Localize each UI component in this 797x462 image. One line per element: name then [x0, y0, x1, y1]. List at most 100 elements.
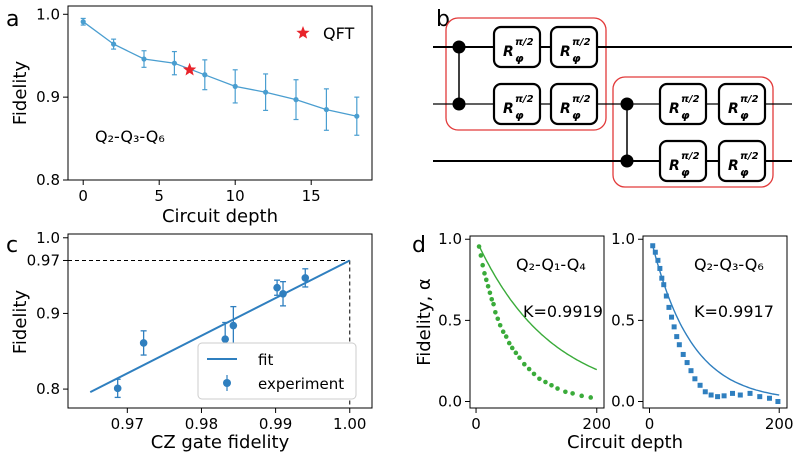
panel-d-right-point	[757, 394, 763, 400]
rotation-gate-box	[492, 25, 542, 69]
panel-d-right-point	[669, 314, 675, 320]
panel-d-right-point	[747, 390, 753, 396]
cz-gate-2-control-top	[620, 97, 634, 111]
panel-d-label: d	[412, 233, 426, 258]
panel-c-point	[279, 289, 287, 298]
panel-d-xlabel: Circuit depth	[567, 432, 683, 453]
panel-d-left-point	[509, 345, 515, 351]
rotation-gate-label: R	[560, 101, 571, 117]
panel-d-right-point	[650, 243, 656, 249]
panel-d-left-ytick-label: 0.5	[438, 311, 462, 329]
panel-a-ticks: 0 5 10 15 0.8 0.9 1.0	[36, 5, 321, 205]
rotation-gate-sub: φ	[515, 109, 524, 122]
panel-a-xtick-label: 5	[154, 187, 164, 205]
panel-d-right-point	[708, 392, 714, 398]
panel-d-left-point	[480, 262, 485, 268]
panel-d-right-points	[650, 243, 781, 405]
panel-d-left-point	[537, 376, 542, 382]
rotation-gate-box	[717, 139, 767, 183]
panel-d-right-point	[692, 376, 698, 382]
panel-d-right-point	[702, 389, 708, 395]
panel-c-frame	[67, 233, 373, 409]
panel-d-ylabel: Fidelity, α	[414, 278, 435, 366]
panel-d-right-point	[680, 351, 686, 357]
panel-d-left-point	[495, 316, 501, 322]
panel-c-xtick-label: 0.99	[259, 415, 292, 433]
panel-d-right-fit-curve	[652, 245, 780, 396]
panel-a-xtick-label: 0	[78, 187, 88, 205]
rotation-gate-sup: π/2	[572, 94, 591, 105]
panel-a-frame	[67, 5, 373, 181]
panel-a-ytick-label: 0.8	[36, 171, 60, 189]
rotation-gate-box	[549, 82, 599, 126]
rotation-gate-sup: π/2	[740, 151, 759, 162]
panel-d-left-points	[476, 244, 594, 400]
panel-d-left-annotation: Q₂-Q₁-Q₄	[516, 255, 586, 274]
rotation-gate-box	[717, 82, 767, 126]
panel-a: a 0 5 10 15 0.8 0.9 1.0 QFT Q₂-Q₃-Q₆ Circuit d…	[6, 5, 373, 227]
panel-d-left-point	[487, 290, 493, 296]
block-1-box	[445, 17, 607, 131]
panel-d-right-xtick-label: 0	[645, 415, 655, 433]
panel-d-right-point	[688, 368, 694, 374]
panel-d-right-frame	[642, 235, 788, 409]
rotation-gate-sup: π/2	[515, 94, 534, 105]
panel-d-left-point	[513, 350, 519, 356]
panel-c-point	[301, 274, 310, 282]
panel-d-left-point	[555, 386, 560, 391]
rotation-gate-box	[658, 82, 708, 126]
panel-b-label: b	[436, 7, 450, 32]
panel-d-left-frame	[469, 235, 605, 409]
panel-a-ylabel: Fidelity	[10, 61, 31, 126]
panel-d-left-ytick-label: 0.0	[438, 393, 462, 411]
panel-a-ytick-label: 1.0	[36, 5, 60, 23]
panel-d-left-point	[579, 393, 584, 399]
panel-c-ytick-label: 0.9	[36, 304, 60, 322]
panel-d-left-point	[482, 271, 487, 276]
panel-d-left-xtick-label: 0	[471, 415, 481, 433]
panel-d-right-point	[652, 249, 658, 255]
panel-a-legend-label: QFT	[323, 24, 355, 43]
panel-d-right-point	[676, 342, 682, 348]
panel-a-point	[80, 19, 86, 25]
panel-c-ticks: 0.97 0.98 0.99 1.00 0.8 0.9 1.0	[36, 229, 366, 433]
panel-d-left-point	[543, 379, 548, 385]
panel-d-right-point	[775, 399, 781, 405]
rotation-gate-sub: φ	[572, 52, 581, 65]
rotation-gate-sup: π/2	[681, 151, 700, 162]
panel-d-left-fit-curve	[478, 245, 598, 371]
panel-d-left-ticks: 0 200 0.0 0.5 1.0	[438, 230, 611, 433]
panel-d-right-annotation: Q₂-Q₃-Q₆	[694, 255, 764, 274]
panel-d-right-point	[671, 324, 677, 330]
panel-c-ytick-label: 0.8	[36, 380, 60, 398]
rotation-gate-sub: φ	[681, 109, 690, 122]
panel-d-left-point	[531, 371, 537, 377]
panel-c-label: c	[6, 233, 18, 258]
panel-c: c 0.97 0.98 0.99 1.00 0.8 0.9 1.0 0.97 fit exp…	[6, 229, 373, 453]
panel-a-annotation: Q₂-Q₃-Q₆	[95, 127, 165, 146]
panel-d-right-point	[697, 382, 703, 388]
rotation-gate-sup: π/2	[572, 37, 591, 48]
panel-d-left-point	[526, 366, 532, 372]
panel-d-right-point	[666, 304, 672, 310]
panel-d-right-ytick-label: 1.0	[611, 230, 635, 248]
panel-c-xtick-label: 1.00	[333, 415, 366, 433]
panel-a-xtick-label: 10	[226, 187, 245, 205]
rotation-gate-sup: π/2	[740, 94, 759, 105]
rotation-gate-box	[658, 139, 708, 183]
panel-d-left-point	[476, 244, 482, 249]
panel-a-legend-star	[296, 26, 310, 39]
rotation-gate-label: R	[503, 44, 514, 60]
panel-d-right-point	[684, 360, 690, 366]
panel-d-right-ticks: 0 200 0.0 0.5 1.0	[611, 230, 793, 433]
legend-experiment-swatch	[223, 379, 231, 387]
panel-a-point	[263, 89, 269, 95]
rotation-gate-sub: φ	[740, 109, 749, 122]
panel-a-point	[293, 97, 299, 103]
rotation-gate-label: R	[669, 101, 680, 117]
panel-c-point	[113, 384, 122, 393]
rotation-gate-box	[492, 82, 542, 126]
